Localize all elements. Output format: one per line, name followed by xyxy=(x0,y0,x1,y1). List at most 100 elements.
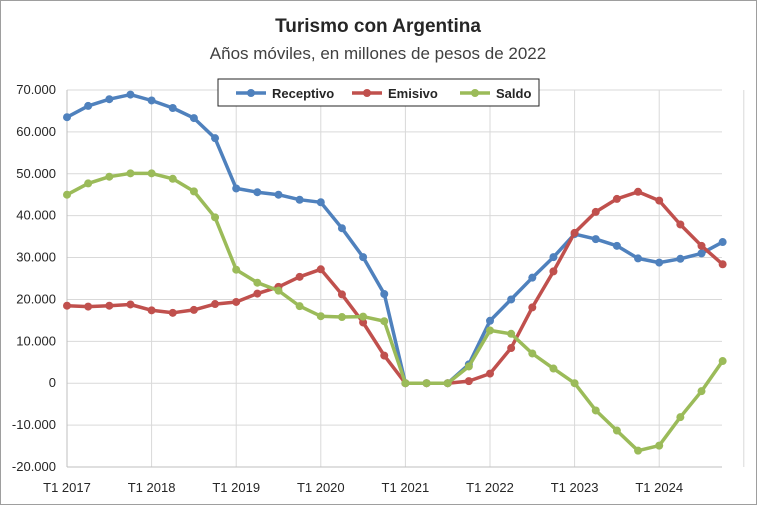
data-point-receptivo xyxy=(105,95,114,104)
data-point-emisivo xyxy=(84,302,93,311)
x-tick-label: T1 2023 xyxy=(551,480,599,495)
data-point-saldo xyxy=(189,187,198,196)
chart-subtitle: Años móviles, en millones de pesos de 20… xyxy=(210,44,546,63)
data-point-emisivo xyxy=(126,300,135,309)
axes: -20.000 -10.000 0 10.000 20.000 30.000 40.000 5… xyxy=(12,82,722,495)
data-point-saldo xyxy=(443,379,452,388)
data-point-saldo xyxy=(337,313,346,322)
data-point-emisivo xyxy=(63,301,71,310)
data-point-receptivo xyxy=(168,104,177,113)
data-point-emisivo xyxy=(464,377,473,386)
data-point-emisivo xyxy=(253,289,262,298)
data-point-saldo xyxy=(401,379,410,388)
data-point-receptivo xyxy=(591,235,600,244)
data-point-emisivo xyxy=(486,369,494,378)
series-line-saldo xyxy=(65,171,725,453)
data-point-receptivo xyxy=(676,254,685,263)
data-point-emisivo xyxy=(634,187,643,196)
data-point-saldo xyxy=(422,379,431,388)
data-point-emisivo xyxy=(295,272,304,281)
data-point-receptivo xyxy=(84,101,93,110)
data-point-receptivo xyxy=(295,195,304,204)
data-point-emisivo xyxy=(718,260,727,269)
data-point-emisivo xyxy=(316,265,325,274)
grid xyxy=(67,89,745,468)
data-point-emisivo xyxy=(168,308,177,317)
y-tick-label: 60.000 xyxy=(16,124,56,139)
data-point-emisivo xyxy=(337,290,346,299)
data-point-receptivo xyxy=(528,273,537,282)
data-point-receptivo xyxy=(486,316,494,325)
series-line-receptivo xyxy=(65,92,725,385)
x-tick-label: T1 2019 xyxy=(212,480,260,495)
data-point-emisivo xyxy=(612,194,621,203)
data-point-saldo xyxy=(316,312,325,321)
data-point-emisivo xyxy=(570,228,579,237)
data-point-emisivo xyxy=(697,241,706,250)
data-point-emisivo xyxy=(507,344,516,353)
data-point-saldo xyxy=(253,278,262,287)
y-tick-label: 10.000 xyxy=(16,333,56,348)
y-tick-label: -20.000 xyxy=(12,459,56,474)
x-tick-label: T1 2018 xyxy=(128,480,176,495)
data-point-receptivo xyxy=(232,184,241,193)
data-point-saldo xyxy=(147,169,156,178)
data-point-saldo xyxy=(697,387,706,396)
x-tick-label: T1 2017 xyxy=(43,480,91,495)
data-point-receptivo xyxy=(211,134,220,143)
data-point-saldo xyxy=(549,364,558,373)
legend: Receptivo Emisivo Saldo xyxy=(217,78,540,107)
legend-label-emisivo: Emisivo xyxy=(388,86,438,101)
y-tick-label: 30.000 xyxy=(16,250,56,265)
chart-title: Turismo con Argentina xyxy=(275,16,481,37)
data-point-receptivo xyxy=(612,241,621,250)
data-point-emisivo xyxy=(232,297,241,306)
data-point-saldo xyxy=(655,441,664,450)
y-tick-label: 20.000 xyxy=(16,291,56,306)
data-point-saldo xyxy=(168,174,177,183)
data-point-saldo xyxy=(105,172,114,181)
legend-label-receptivo: Receptivo xyxy=(272,86,334,101)
data-point-receptivo xyxy=(634,254,643,263)
data-point-receptivo xyxy=(316,198,325,207)
data-point-receptivo xyxy=(655,258,664,267)
data-point-saldo xyxy=(295,302,304,311)
data-point-saldo xyxy=(718,357,727,366)
legend-marker-emisivo xyxy=(363,89,371,97)
series xyxy=(63,90,727,455)
data-point-saldo xyxy=(232,265,241,274)
data-point-saldo xyxy=(380,317,389,326)
data-point-receptivo xyxy=(549,253,558,262)
data-point-receptivo xyxy=(126,90,135,99)
data-point-emisivo xyxy=(549,267,558,276)
legend-marker-saldo xyxy=(471,89,479,97)
data-point-receptivo xyxy=(189,114,198,123)
data-point-receptivo xyxy=(147,96,156,105)
data-point-emisivo xyxy=(147,306,156,315)
data-point-emisivo xyxy=(655,196,664,205)
data-point-receptivo xyxy=(507,295,516,304)
data-point-receptivo xyxy=(63,113,71,122)
data-point-receptivo xyxy=(380,289,389,298)
y-tick-label: -10.000 xyxy=(12,417,56,432)
data-point-saldo xyxy=(528,349,537,358)
data-point-emisivo xyxy=(528,303,537,312)
y-tick-label: 50.000 xyxy=(16,166,56,181)
data-point-saldo xyxy=(464,362,473,371)
data-point-receptivo xyxy=(697,249,706,258)
legend-marker-receptivo xyxy=(247,89,255,97)
y-tick-label: 0 xyxy=(49,375,56,390)
data-point-saldo xyxy=(211,213,220,222)
data-point-saldo xyxy=(634,446,643,455)
data-point-emisivo xyxy=(189,305,198,314)
data-point-emisivo xyxy=(591,207,600,216)
data-point-saldo xyxy=(84,179,93,188)
x-tick-label: T1 2020 xyxy=(297,480,345,495)
data-point-saldo xyxy=(612,426,621,435)
data-point-saldo xyxy=(570,379,579,388)
x-tick-label: T1 2024 xyxy=(635,480,683,495)
data-point-emisivo xyxy=(105,301,114,310)
data-point-emisivo xyxy=(211,300,220,309)
legend-label-saldo: Saldo xyxy=(496,86,531,101)
